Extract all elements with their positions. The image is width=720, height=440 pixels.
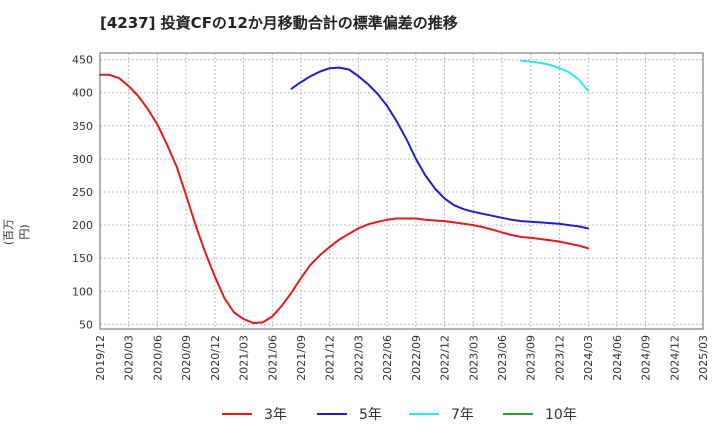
x-tick-label: 2024/12 xyxy=(668,335,681,381)
x-tick-label: 2022/03 xyxy=(352,335,365,381)
y-tick-label: 250 xyxy=(72,186,93,199)
legend: 3年 5年 7年 10年 xyxy=(222,407,577,423)
x-tick-label: 2021/03 xyxy=(238,335,251,381)
y-tick-label: 50 xyxy=(79,318,93,331)
x-tick-label: 2022/12 xyxy=(439,335,452,381)
legend-label: 7年 xyxy=(451,407,474,423)
x-tick-label: 2024/09 xyxy=(640,335,653,381)
x-tick-label: 2020/03 xyxy=(123,335,136,381)
x-tick-label: 2021/12 xyxy=(324,335,337,381)
x-tick-label: 2021/06 xyxy=(266,335,279,381)
x-tick-label: 2022/06 xyxy=(381,335,394,381)
y-tick-label: 200 xyxy=(72,219,93,232)
x-tick-label: 2022/09 xyxy=(410,335,423,381)
x-tick-label: 2020/09 xyxy=(180,335,193,381)
series-line-2 xyxy=(520,59,590,92)
x-tick-label: 2024/03 xyxy=(582,335,595,381)
plot-area-frame xyxy=(99,52,704,330)
x-tick-label: 2023/09 xyxy=(525,335,538,381)
chart-title: [4237] 投資CFの12か月移動合計の標準偏差の推移 xyxy=(100,14,458,32)
grid-lines xyxy=(99,53,704,329)
y-axis-ticks: 50 100 150 200 250 300 350 400 450 xyxy=(72,54,93,332)
y-tick-label: 150 xyxy=(72,252,93,265)
legend-label: 3年 xyxy=(264,407,287,423)
x-tick-label: 2025/03 xyxy=(697,335,710,381)
legend-label: 10年 xyxy=(545,407,577,423)
y-tick-label: 100 xyxy=(72,285,93,298)
x-tick-label: 2020/12 xyxy=(209,335,222,381)
x-tick-label: 2024/06 xyxy=(611,335,624,381)
x-tick-label: 2023/06 xyxy=(496,335,509,381)
x-tick-label: 2019/12 xyxy=(94,335,107,381)
x-tick-label: 2023/03 xyxy=(467,335,480,381)
x-tick-label: 2023/12 xyxy=(553,335,566,381)
series-line-1 xyxy=(290,66,590,230)
y-tick-label: 450 xyxy=(72,54,93,67)
y-tick-label: 400 xyxy=(72,87,93,100)
y-tick-label: 350 xyxy=(72,120,93,133)
x-axis-ticks: 2019/12 2020/03 2020/06 2020/09 2020/12 2021/… xyxy=(94,335,710,381)
series-line-0 xyxy=(99,73,590,324)
y-tick-label: 300 xyxy=(72,153,93,166)
x-tick-label: 2021/09 xyxy=(295,335,308,381)
x-tick-label: 2020/06 xyxy=(151,335,164,381)
series-lines xyxy=(99,59,590,324)
legend-label: 5年 xyxy=(359,407,382,423)
